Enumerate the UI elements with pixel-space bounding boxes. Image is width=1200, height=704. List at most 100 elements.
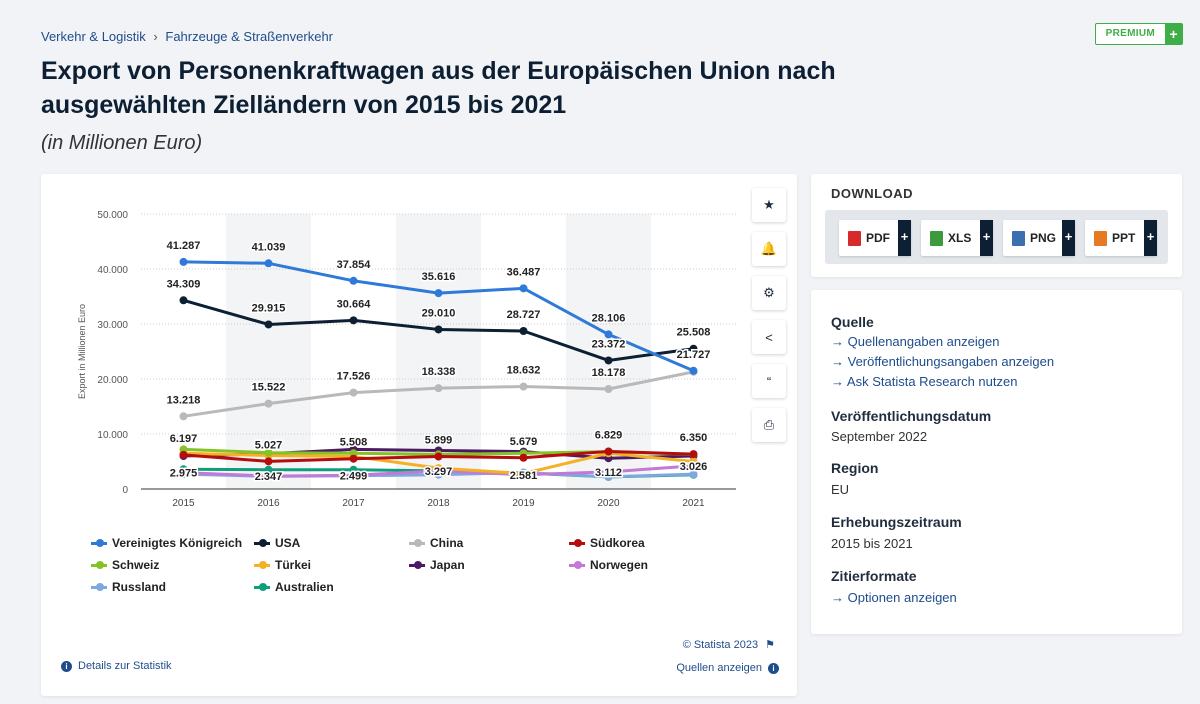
source-link-veroeffentlichung[interactable]: → Veröffentlichungsangaben anzeigen <box>831 354 1055 369</box>
data-label: 2.347 <box>255 471 283 483</box>
download-ppt-button[interactable]: PPT + <box>1085 220 1157 256</box>
data-point <box>519 327 528 336</box>
data-point <box>179 468 188 477</box>
data-label: 17.526 <box>337 371 371 383</box>
source-link-label: Veröffentlichungsangaben anzeigen <box>847 354 1055 369</box>
data-point <box>434 452 443 461</box>
legend-swatch <box>254 539 270 547</box>
source-link-quellenangaben[interactable]: → Quellenangaben anzeigen <box>831 334 1000 349</box>
data-point <box>349 276 358 285</box>
legend-swatch <box>569 561 585 569</box>
source-link-research[interactable]: → Ask Statista Research nutzen <box>831 374 1018 389</box>
data-point <box>264 448 273 457</box>
period-value: 2015 bis 2021 <box>831 536 913 551</box>
data-point <box>264 259 273 268</box>
breadcrumb-separator: › <box>153 29 158 44</box>
print-icon[interactable]: ⎙ <box>752 408 786 442</box>
premium-label: PREMIUM <box>1105 28 1155 39</box>
data-point <box>179 412 188 421</box>
legend-item[interactable]: Norwegen <box>569 558 648 572</box>
bell-icon[interactable]: 🔔 <box>752 232 786 266</box>
legend-item[interactable]: Japan <box>409 558 465 572</box>
share-icon[interactable]: < <box>752 320 786 354</box>
legend-label: Türkei <box>275 558 312 572</box>
data-label: 6.197 <box>170 433 198 445</box>
data-point <box>604 467 613 476</box>
breadcrumb: Verkehr & Logistik › Fahrzeuge & Straßen… <box>41 29 333 44</box>
legend-item[interactable]: USA <box>254 536 300 550</box>
cite-options-link[interactable]: → Optionen anzeigen <box>831 590 957 605</box>
pub-date-heading: Veröffentlichungsdatum <box>831 408 992 424</box>
breadcrumb-link-fahrzeuge[interactable]: Fahrzeuge & Straßenverkehr <box>165 29 334 44</box>
legend-label: Russland <box>112 580 167 594</box>
cite-heading: Zitierformate <box>831 568 917 584</box>
x-tick-label: 2016 <box>257 498 280 509</box>
line-chart: 0 10.000 20.000 30.000 40.000 50.000 2015 2016 2… <box>77 210 736 509</box>
chart-card: 0 10.000 20.000 30.000 40.000 50.000 2015 2016 2… <box>41 174 797 696</box>
legend-label: Schweiz <box>112 558 160 572</box>
download-pdf-label: PDF <box>866 231 890 245</box>
legend-item[interactable]: Südkorea <box>569 536 645 550</box>
breadcrumb-link-verkehr[interactable]: Verkehr & Logistik <box>41 29 146 44</box>
plus-icon: + <box>1144 220 1157 256</box>
download-png-label: PNG <box>1030 231 1057 245</box>
data-point <box>434 325 443 334</box>
chart-toolbar: ★ 🔔 ⚙ < “ ⎙ <box>752 188 786 452</box>
info-icon: i <box>768 662 779 674</box>
legend-label: Australien <box>275 580 334 594</box>
sources-label: Quellen anzeigen <box>676 662 762 674</box>
details-link[interactable]: i Details zur Statistik <box>61 660 172 672</box>
pdf-file-icon <box>848 230 861 246</box>
legend-item[interactable]: Vereinigtes Königreich <box>91 536 242 550</box>
pub-date-value: September 2022 <box>831 429 928 444</box>
data-point <box>349 388 358 397</box>
y-tick-label: 10.000 <box>97 430 128 441</box>
data-label: 34.309 <box>167 278 201 290</box>
x-tick-label: 2019 <box>512 498 535 509</box>
data-label: 3.112 <box>595 467 622 479</box>
legend-item[interactable]: Australien <box>254 580 334 594</box>
premium-badge[interactable]: PREMIUM + <box>1094 23 1183 45</box>
legend-item[interactable]: China <box>409 536 463 550</box>
y-tick-label: 50.000 <box>97 210 128 221</box>
legend-swatch <box>91 583 107 591</box>
gear-icon[interactable]: ⚙ <box>752 276 786 310</box>
sources-link[interactable]: Quellen anzeigen i <box>676 662 779 674</box>
quote-icon[interactable]: “ <box>752 364 786 398</box>
x-tick-label: 2021 <box>682 498 705 509</box>
data-point <box>604 330 613 339</box>
data-label: 5.679 <box>510 436 538 448</box>
download-png-button[interactable]: PNG + <box>1003 220 1075 256</box>
download-xls-button[interactable]: XLS + <box>921 220 993 256</box>
data-label: 28.727 <box>507 309 541 321</box>
x-tick-label: 2020 <box>597 498 620 509</box>
legend-item[interactable]: Schweiz <box>91 558 159 572</box>
y-tick-label: 20.000 <box>97 375 128 386</box>
info-card: Quelle → Quellenangaben anzeigen → Veröf… <box>811 290 1182 634</box>
data-label: 28.106 <box>592 312 626 324</box>
star-icon[interactable]: ★ <box>752 188 786 222</box>
page-title: Export von Personenkraftwagen aus der Eu… <box>41 57 836 119</box>
data-label: 18.632 <box>507 365 541 377</box>
data-label: 29.915 <box>252 302 286 314</box>
data-label: 29.010 <box>422 307 456 319</box>
data-point <box>179 296 188 305</box>
download-xls-label: XLS <box>948 231 972 245</box>
plus-icon: + <box>1062 220 1075 256</box>
data-point <box>519 284 528 293</box>
y-tick-label: 30.000 <box>97 320 128 331</box>
data-label: 2.499 <box>340 470 368 482</box>
legend-swatch <box>569 539 585 547</box>
data-point <box>264 399 273 408</box>
legend-item[interactable]: Russland <box>91 580 166 594</box>
plus-icon: + <box>980 220 993 256</box>
data-label: 13.218 <box>167 394 201 406</box>
data-point <box>179 257 188 266</box>
download-title: DOWNLOAD <box>831 186 913 201</box>
flag-icon: ⚑ <box>765 639 775 651</box>
png-file-icon <box>1012 230 1025 246</box>
legend-item[interactable]: Türkei <box>254 558 311 572</box>
legend-swatch <box>91 539 107 547</box>
legend-label: Japan <box>430 558 465 572</box>
download-pdf-button[interactable]: PDF + <box>839 220 911 256</box>
